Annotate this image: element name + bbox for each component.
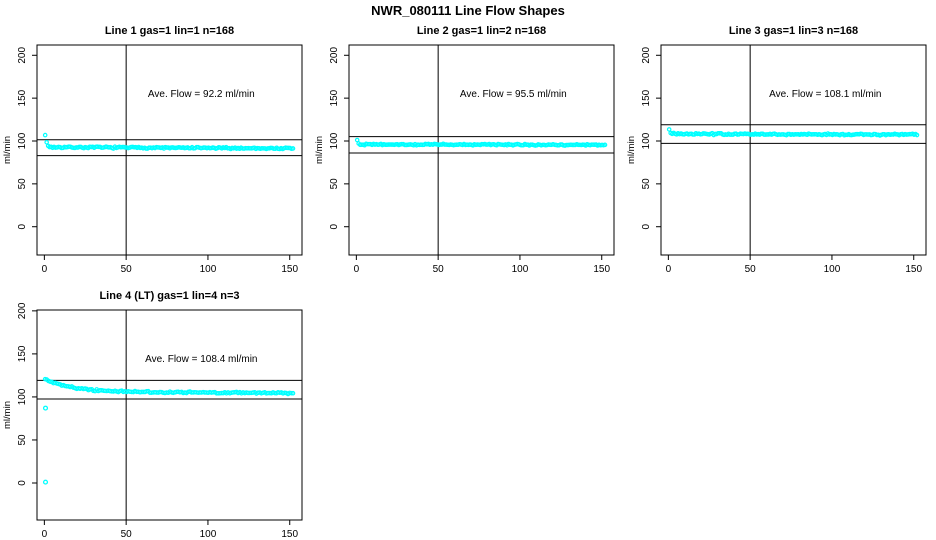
figure-title: NWR_080111 Line Flow Shapes — [371, 3, 565, 18]
x-axis: 0 50 100 150 — [42, 520, 299, 540]
y-axis: 0 50 100 150 200 — [641, 47, 661, 229]
outlier-point — [42, 479, 49, 485]
subplot-title: Line 3 gas=1 lin=3 n=168 — [729, 25, 858, 37]
y-axis-title: ml/min — [626, 136, 637, 164]
data-point — [290, 390, 296, 396]
x-tick-label: 0 — [354, 264, 360, 275]
y-axis: 0 50 100 150 200 — [17, 47, 37, 229]
data-point — [289, 390, 294, 396]
y-tick-label: 200 — [17, 47, 28, 64]
y-axis: 0 50 100 150 200 — [329, 47, 349, 229]
y-tick-label: 150 — [17, 89, 28, 106]
x-tick-label: 100 — [200, 264, 217, 275]
x-tick-label: 150 — [905, 264, 922, 275]
plot-line-2: 0 50 100 150 0 50 100 150 200 ml/min Line 2 gas=1 … — [314, 25, 615, 275]
y-tick-label: 150 — [17, 345, 28, 362]
x-tick-label: 50 — [745, 264, 757, 275]
data-point — [42, 132, 48, 138]
data-point — [602, 142, 608, 148]
plot-line-1: 0 50 100 150 0 50 100 150 200 ml/min Line 1 gas=1 … — [2, 25, 303, 275]
y-tick-label: 50 — [641, 178, 652, 190]
outlier-point — [42, 405, 49, 411]
x-tick-label: 50 — [121, 529, 133, 540]
y-tick-label: 0 — [17, 480, 28, 486]
x-axis: 0 50 100 150 — [666, 255, 923, 275]
x-tick-label: 150 — [281, 529, 298, 540]
data-point — [914, 132, 920, 138]
y-tick-label: 150 — [329, 89, 340, 106]
y-tick-label: 150 — [641, 89, 652, 106]
x-tick-label: 50 — [121, 264, 133, 275]
ave-flow-annotation: Ave. Flow = 108.1 ml/min — [769, 89, 881, 100]
x-tick-label: 0 — [666, 264, 672, 275]
plot-line-3: 0 50 100 150 0 50 100 150 200 ml/min Line 3 gas=1 … — [626, 25, 927, 275]
y-tick-label: 100 — [17, 132, 28, 149]
y-axis-title: ml/min — [2, 401, 13, 429]
plot-box — [348, 44, 615, 256]
x-tick-label: 150 — [593, 264, 610, 275]
y-tick-label: 50 — [17, 178, 28, 190]
y-tick-label: 100 — [17, 388, 28, 405]
y-tick-label: 200 — [641, 47, 652, 64]
plot-box — [36, 309, 303, 521]
plot-box — [660, 44, 927, 256]
ave-flow-annotation: Ave. Flow = 108.4 ml/min — [145, 354, 257, 365]
x-tick-label: 100 — [824, 264, 841, 275]
subplot-title: Line 2 gas=1 lin=2 n=168 — [417, 25, 546, 37]
plot-line-4: 0 50 100 150 0 50 100 150 200 ml/min Line 4 (LT) g… — [2, 290, 303, 540]
ave-flow-annotation: Ave. Flow = 92.2 ml/min — [148, 89, 255, 100]
x-axis: 0 50 100 150 — [354, 255, 611, 275]
y-tick-label: 50 — [329, 178, 340, 190]
y-tick-label: 100 — [641, 132, 652, 149]
y-tick-label: 0 — [329, 223, 340, 229]
data-points — [42, 376, 296, 485]
data-point — [666, 127, 672, 132]
data-points — [354, 137, 608, 148]
plot-box — [36, 44, 303, 256]
y-tick-label: 0 — [641, 223, 652, 229]
y-axis-title: ml/min — [314, 136, 325, 164]
subplot-title: Line 4 (LT) gas=1 lin=4 n=3 — [99, 290, 239, 302]
x-tick-label: 0 — [42, 529, 48, 540]
y-tick-label: 50 — [17, 434, 28, 446]
x-tick-label: 0 — [42, 264, 48, 275]
data-points — [42, 132, 296, 152]
data-point — [290, 146, 296, 151]
y-tick-label: 200 — [17, 302, 28, 319]
y-tick-label: 0 — [17, 223, 28, 229]
x-tick-label: 50 — [433, 264, 445, 275]
x-tick-label: 100 — [512, 264, 529, 275]
y-axis: 0 50 100 150 200 — [17, 302, 37, 486]
y-axis-title: ml/min — [2, 136, 13, 164]
data-point — [354, 137, 360, 143]
y-tick-label: 200 — [329, 47, 340, 64]
x-tick-label: 150 — [281, 264, 298, 275]
data-point — [44, 139, 49, 145]
y-tick-label: 100 — [329, 132, 340, 149]
x-axis: 0 50 100 150 — [42, 255, 299, 275]
data-points — [666, 127, 920, 138]
x-tick-label: 100 — [200, 529, 217, 540]
subplot-title: Line 1 gas=1 lin=1 n=168 — [105, 25, 234, 37]
ave-flow-annotation: Ave. Flow = 95.5 ml/min — [460, 89, 567, 100]
